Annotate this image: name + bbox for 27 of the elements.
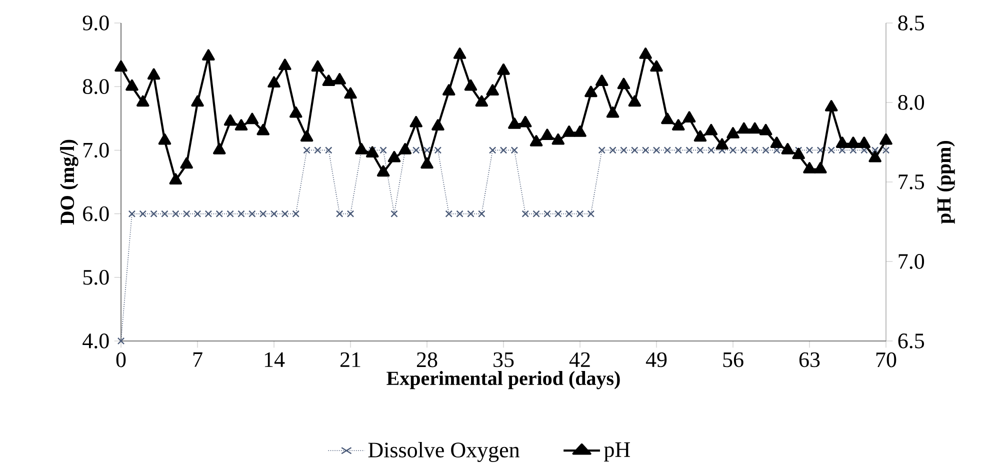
y-tick-label: 5.0 [83,270,109,285]
y2-tick-label: 7.5 [898,174,924,190]
x-tick-label: 7 [193,352,202,367]
x-axis-title: Experimental period (days) [386,371,620,390]
x-tick-label: 63 [799,352,820,368]
y2-tick-label: 6.5 [898,334,924,348]
y2-tick-label: 7.0 [898,254,924,269]
y-tick-label: 9.0 [82,16,109,30]
y-tick-label: 4.0 [82,334,109,348]
x-tick-label: 0 [116,352,126,368]
x-tick-label: 70 [876,352,896,368]
y2-axis-title: pH (ppm) [936,140,955,224]
x-tick-label: 35 [494,352,514,368]
y2-tick-label: 8.5 [898,16,924,30]
y-tick-label: 8.0 [82,79,109,94]
legend-label: pH [604,442,630,462]
x-tick-label: 28 [416,352,438,368]
x-tick-label: 14 [264,352,285,367]
y-tick-label: 6.0 [83,206,109,222]
legend-label: Dissolve Oxygen [368,442,520,462]
y-axis-title: DO (mg/l) [60,140,78,225]
x-tick-label: 42 [569,352,590,367]
y-tick-label: 7.0 [84,142,109,158]
x-tick-label: 21 [340,352,360,367]
y2-tick-label: 8.0 [898,95,924,110]
x-tick-label: 49 [646,352,667,368]
x-tick-label: 56 [723,352,744,368]
